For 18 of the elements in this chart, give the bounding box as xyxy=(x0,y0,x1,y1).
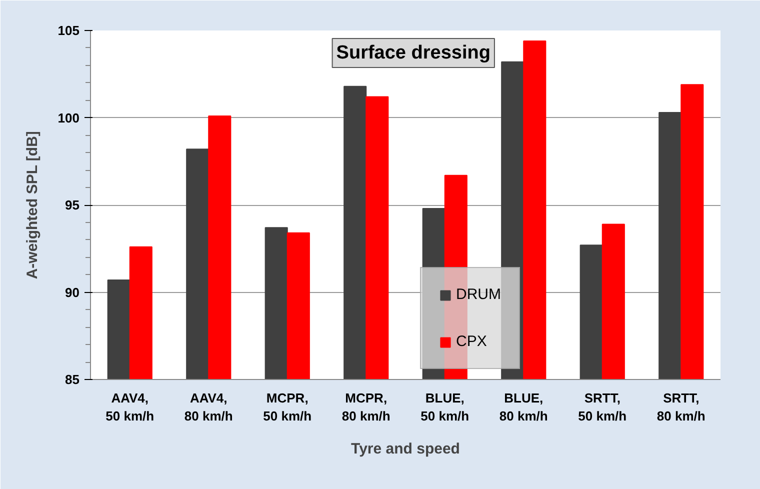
x-tick-label: BLUE, 50 km/h xyxy=(420,390,470,424)
y-tick-label: 95 xyxy=(65,198,80,212)
x-axis-title: Tyre and speed xyxy=(351,440,460,458)
x-tick-label: SRTT, 80 km/h xyxy=(656,390,706,424)
x-tick-label: BLUE, 80 km/h xyxy=(499,390,548,424)
y-axis-title: A-weighted SPL [dB] xyxy=(24,131,41,280)
x-tick-label: AAV4, 50 km/h xyxy=(106,390,154,424)
legend-label: CPX xyxy=(456,333,487,350)
text: Surface dressing xyxy=(336,42,490,64)
x-tick-label: SRTT, 50 km/h xyxy=(578,390,627,424)
y-tick-label: 100 xyxy=(58,110,80,126)
y-tick-label: 90 xyxy=(65,284,80,300)
x-tick-label: MCPR, 80 km/h xyxy=(342,390,390,424)
y-tick-label: 85 xyxy=(65,372,80,387)
x-tick-label: AAV4, 80 km/h xyxy=(184,390,233,424)
y-tick-label: 105 xyxy=(58,23,80,38)
legend-label: DRUM xyxy=(456,286,501,303)
x-tick-label: MCPR, 50 km/h xyxy=(263,390,312,424)
